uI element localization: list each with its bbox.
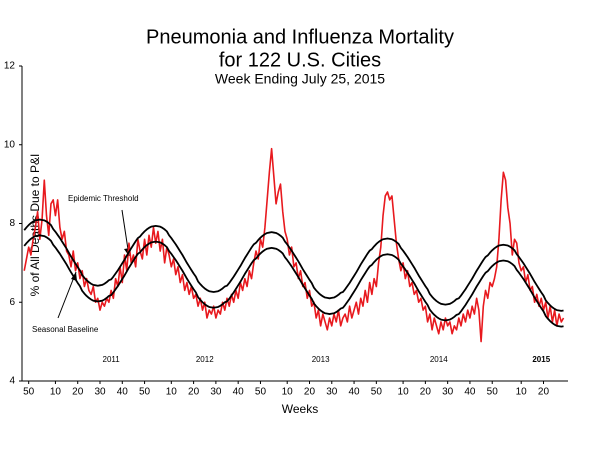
y-tick-label: 6 <box>9 297 15 308</box>
series-line <box>23 234 564 328</box>
x-tick-label: 10 <box>282 387 294 398</box>
x-tick-label: 50 <box>371 387 383 398</box>
x-tick-label: 20 <box>538 387 550 398</box>
x-tick-label: 50 <box>487 387 499 398</box>
x-tick-label: 30 <box>94 387 106 398</box>
x-tick-label: 30 <box>210 387 222 398</box>
baseline-annotation: Seasonal Baseline <box>32 325 99 334</box>
x-tick-label: 10 <box>166 387 178 398</box>
year-label: 2011 <box>103 355 121 364</box>
series-line <box>23 147 565 343</box>
x-tick-label: 20 <box>304 387 316 398</box>
series-line <box>23 218 564 312</box>
x-tick-label: 10 <box>50 387 62 398</box>
y-tick-label: 10 <box>4 139 16 150</box>
y-tick-label: 12 <box>4 61 16 72</box>
x-axis-title: Weeks <box>282 402 318 416</box>
y-tick-label: 8 <box>9 218 15 229</box>
x-tick-label: 40 <box>348 387 360 398</box>
year-label: 2012 <box>196 355 214 364</box>
x-tick-label: 40 <box>464 387 476 398</box>
threshold-annotation: Epidemic Threshold <box>68 194 139 203</box>
x-tick-label: 50 <box>23 387 35 398</box>
x-tick-label: 40 <box>233 387 245 398</box>
x-tick-label: 50 <box>139 387 151 398</box>
year-label: 2013 <box>312 355 330 364</box>
x-tick-label: 20 <box>72 387 84 398</box>
x-tick-label: 10 <box>398 387 410 398</box>
x-tick-label: 20 <box>420 387 432 398</box>
x-tick-label: 50 <box>255 387 267 398</box>
chart-title: Pneumonia and Influenza Mortality <box>146 26 454 48</box>
chart-subtitle: Week Ending July 25, 2015 <box>215 71 385 87</box>
x-tick-label: 30 <box>326 387 338 398</box>
x-tick-label: 20 <box>188 387 200 398</box>
year-label: 2014 <box>430 355 448 364</box>
x-tick-label: 10 <box>516 387 528 398</box>
x-tick-label: 40 <box>117 387 129 398</box>
year-label: 2015 <box>532 355 550 364</box>
y-tick-label: 4 <box>9 376 15 387</box>
x-tick-label: 30 <box>442 387 454 398</box>
chart-title: for 122 U.S. Cities <box>219 49 381 71</box>
